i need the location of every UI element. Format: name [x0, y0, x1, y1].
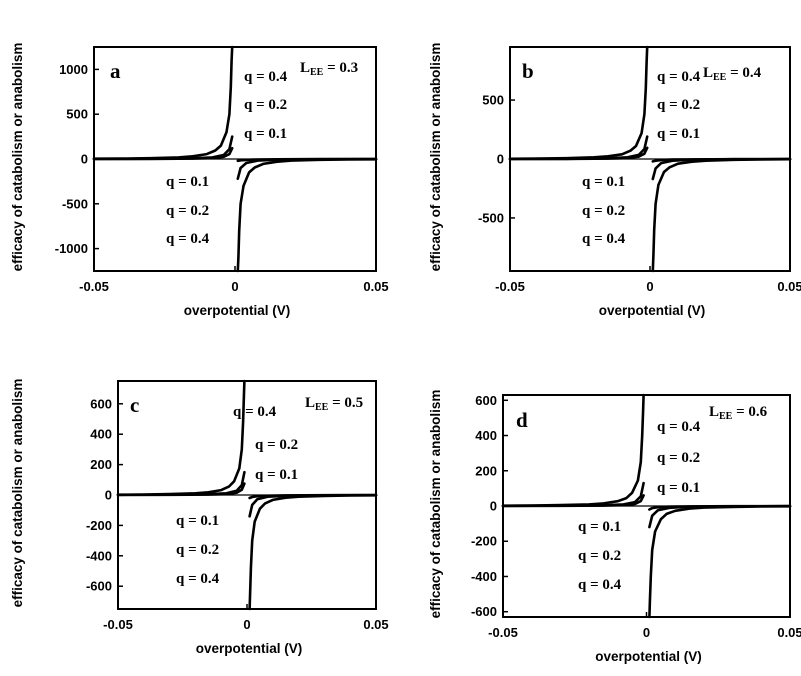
- q-annotation: q = 0.2: [582, 203, 625, 219]
- y-tick-label: 200: [475, 463, 497, 478]
- curve-anabolism-q-0-2: [236, 157, 378, 180]
- curve-catabolism-q-0-1: [92, 146, 234, 161]
- q-annotation: q = 0.2: [244, 97, 287, 113]
- q-annotation: q = 0.4: [176, 571, 220, 587]
- x-tick-label: -0.05: [103, 617, 133, 632]
- lee-label: LEE = 0.6: [709, 404, 768, 422]
- y-tick-label: 600: [475, 393, 497, 408]
- panel-b: -0.05 0 0.05 500 0 -500 overpotential (V) effic…: [428, 43, 801, 318]
- panel-a: -0.05 0 0.05 1000 500 0 -500 -1000 overpotential…: [10, 43, 389, 318]
- curve-anabolism-q-0-4: [648, 505, 792, 619]
- x-tick-label: -0.05: [488, 625, 518, 640]
- q-annotation: q = 0.1: [244, 126, 287, 142]
- x-tick-label: 0: [643, 625, 650, 640]
- y-tick-label: -400: [86, 548, 112, 563]
- x-tick-label: 0: [646, 279, 653, 294]
- y-tick-label: 0: [81, 152, 88, 167]
- lee-label: LEE = 0.4: [703, 65, 762, 83]
- curve-catabolism-q-0-1: [116, 482, 246, 497]
- x-tick-label: 0.05: [777, 625, 801, 640]
- curve-anabolism-q-0-2: [248, 493, 378, 518]
- x-tick-label: 0.05: [363, 617, 388, 632]
- y-axis-label: efficacy of catabolism or anabolism: [10, 379, 25, 608]
- panel-letter: d: [516, 408, 528, 432]
- curve-catabolism-q-0-1: [508, 146, 649, 161]
- lee-label: LEE = 0.3: [300, 60, 358, 78]
- curve-anabolism-q-0-4: [248, 494, 378, 611]
- q-annotation: q = 0.1: [578, 519, 621, 535]
- x-axis-label: overpotential (V): [599, 303, 706, 318]
- q-annotation: q = 0.4: [244, 69, 288, 85]
- curve-catabolism-q-0-2: [501, 481, 645, 508]
- x-tick-label: -0.05: [495, 279, 525, 294]
- panel-letter: a: [110, 59, 121, 83]
- y-tick-label: -400: [471, 569, 497, 584]
- y-tick-label: 600: [90, 396, 112, 411]
- q-annotation: q = 0.1: [582, 174, 625, 190]
- y-tick-label: -600: [471, 604, 497, 619]
- q-annotation: q = 0.1: [657, 126, 700, 142]
- y-axis-label: efficacy of catabolism or anabolism: [10, 43, 25, 272]
- q-annotation: q = 0.2: [657, 97, 700, 113]
- y-tick-label: -500: [62, 196, 88, 211]
- q-annotation: q = 0.4: [233, 404, 277, 420]
- q-annotation: q = 0.2: [255, 437, 298, 453]
- x-axis-label: overpotential (V): [595, 649, 702, 664]
- x-tick-label: 0.05: [777, 279, 801, 294]
- curve-anabolism-q-0-2: [648, 504, 792, 529]
- x-tick-label: 0: [243, 617, 250, 632]
- q-annotation: q = 0.2: [166, 203, 209, 219]
- curve-catabolism-q-0-2: [508, 135, 649, 161]
- y-tick-label: 200: [90, 457, 112, 472]
- q-annotation: q = 0.2: [578, 548, 621, 564]
- q-annotation: q = 0.1: [166, 174, 209, 190]
- curve-catabolism-q-0-1: [501, 494, 645, 508]
- x-tick-label: 0.05: [363, 279, 388, 294]
- y-tick-label: 500: [482, 93, 504, 108]
- x-axis-label: overpotential (V): [184, 303, 291, 318]
- q-annotation: q = 0.4: [582, 231, 626, 247]
- y-axis-label: efficacy of catabolism or anabolism: [428, 43, 443, 272]
- y-tick-label: 0: [105, 488, 112, 503]
- y-tick-label: -500: [478, 210, 504, 225]
- y-tick-label: 400: [475, 428, 497, 443]
- y-tick-label: -1000: [55, 241, 88, 256]
- curve-catabolism-q-0-2: [92, 135, 234, 161]
- y-tick-label: 1000: [59, 62, 88, 77]
- panel-letter: b: [522, 59, 534, 83]
- curve-anabolism-q-0-2: [651, 157, 792, 181]
- q-annotation: q = 0.2: [176, 542, 219, 558]
- y-tick-label: -600: [86, 579, 112, 594]
- lee-label: LEE = 0.5: [305, 395, 363, 413]
- y-tick-label: -200: [471, 534, 497, 549]
- y-axis-label: efficacy of catabolism or anabolism: [428, 390, 443, 619]
- x-tick-label: -0.05: [79, 279, 109, 294]
- y-tick-label: 0: [490, 499, 497, 514]
- y-tick-label: -200: [86, 518, 112, 533]
- x-axis-label: overpotential (V): [196, 641, 303, 656]
- curve-anabolism-q-0-4: [236, 158, 378, 273]
- q-annotation: q = 0.1: [657, 480, 700, 496]
- q-annotation: q = 0.1: [176, 513, 219, 529]
- x-tick-label: 0: [231, 279, 238, 294]
- y-tick-label: 500: [66, 107, 88, 122]
- q-annotation: q = 0.1: [255, 467, 298, 483]
- q-annotation: q = 0.4: [166, 231, 210, 247]
- q-annotation: q = 0.4: [657, 419, 701, 435]
- panel-letter: c: [130, 393, 139, 417]
- q-annotation: q = 0.4: [657, 69, 701, 85]
- q-annotation: q = 0.2: [657, 450, 700, 466]
- q-annotation: q = 0.4: [578, 577, 622, 593]
- panel-d: -0.05 0 0.05 600 400 200 0 -200 -400 -600 overpote…: [428, 390, 801, 664]
- curve-catabolism-q-0-2: [116, 470, 246, 497]
- panel-c: -0.05 0 0.05 600 400 200 0 -200 -400 -600 overpote…: [10, 379, 389, 656]
- y-tick-label: 400: [90, 427, 112, 442]
- curve-anabolism-q-0-4: [651, 157, 792, 273]
- y-tick-label: 0: [497, 152, 504, 167]
